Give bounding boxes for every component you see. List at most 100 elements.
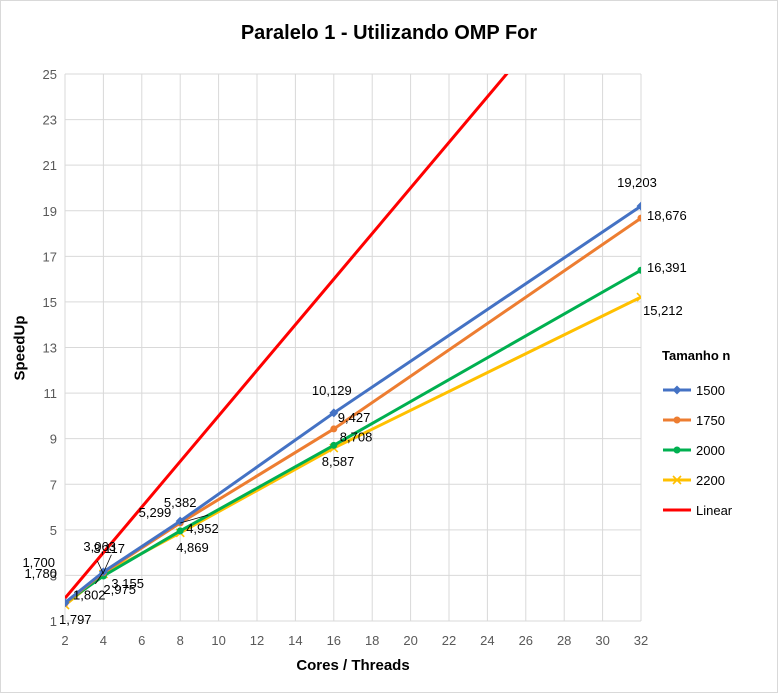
- x-tick-label: 22: [442, 633, 456, 648]
- data-labels-2000: 1,797 2,975 4,952 8,708 16,391: [59, 260, 687, 627]
- x-tick-label: 10: [211, 633, 225, 648]
- y-tick-label: 7: [50, 477, 57, 492]
- data-point-2000: [637, 266, 641, 274]
- y-tick-label: 11: [44, 386, 58, 401]
- y-tick-label: 23: [43, 113, 57, 128]
- data-label: 16,391: [647, 260, 687, 275]
- data-label: 1,700: [22, 555, 55, 570]
- legend-swatch-1750: [663, 416, 691, 424]
- data-label: 3,155: [111, 576, 144, 591]
- data-labels-2200: 1,700 3,063 4,869 8,587 15,212: [22, 303, 682, 570]
- x-axis-title: Cores / Threads: [296, 657, 410, 674]
- data-point-1500: [329, 408, 339, 418]
- legend-swatch-2000: [663, 446, 691, 454]
- x-tick-label: 18: [365, 633, 379, 648]
- series-line-2200: [65, 295, 641, 607]
- leader-line: [103, 554, 112, 573]
- legend-label: 2000: [696, 442, 725, 458]
- series-1500: [65, 201, 641, 608]
- series-2200: [65, 292, 641, 610]
- data-label: 4,952: [186, 521, 219, 536]
- legend-item-1500: 1500: [662, 375, 732, 405]
- legend-title: Tamanho n: [662, 348, 731, 363]
- x-tick-label: 14: [288, 633, 302, 648]
- x-tick-label: 26: [519, 633, 533, 648]
- data-point-2000: [176, 527, 184, 535]
- data-point-1750: [637, 214, 641, 222]
- x-tick-label: 8: [177, 633, 184, 648]
- x-tick-label: 6: [138, 633, 145, 648]
- data-label: 5,299: [139, 505, 172, 520]
- series-Linear: [65, 74, 509, 600]
- legend-item-1750: 1750: [662, 405, 732, 435]
- legend-label: 2200: [696, 472, 725, 488]
- x-tick-label: 2: [61, 633, 68, 648]
- legend-swatch-Linear: [663, 508, 691, 512]
- y-axis-title: SpeedUp: [11, 315, 29, 381]
- x-tick-label: 20: [403, 633, 417, 648]
- legend-label: Linear: [696, 502, 733, 518]
- data-label: 9,427: [338, 410, 371, 425]
- x-tick-label: 12: [250, 633, 264, 648]
- legend-items: 1500 1750 2000 2200 Linear: [662, 375, 732, 525]
- y-tick-label: 19: [43, 204, 57, 219]
- x-tick-label: 28: [557, 633, 571, 648]
- x-tick-label: 30: [595, 633, 609, 648]
- data-label: 1,797: [59, 612, 92, 627]
- data-labels-1500: 1,802 3,155 5,382 10,129 19,203: [73, 175, 657, 603]
- data-label: 18,676: [647, 208, 687, 223]
- legend-swatch-1500: [663, 385, 691, 395]
- data-point-1500: [65, 598, 70, 608]
- leader-line: [180, 514, 209, 524]
- y-tick-label: 13: [43, 341, 57, 356]
- chart-title: Paralelo 1 - Utilizando OMP For: [240, 22, 538, 44]
- legend-marker: [673, 416, 681, 424]
- y-tick-label: 21: [43, 158, 57, 173]
- leader-line: [95, 571, 104, 585]
- data-label: 3,117: [93, 541, 125, 556]
- y-tick-label: 15: [43, 295, 57, 310]
- legend-item-2200: 2200: [662, 465, 732, 495]
- data-point-1500: [636, 201, 641, 211]
- data-label: 2,975: [103, 582, 136, 597]
- data-label: 10,129: [312, 383, 352, 398]
- legend-item-Linear: Linear: [662, 495, 732, 525]
- legend-marker: [673, 446, 681, 454]
- data-label: 4,869: [176, 540, 209, 555]
- y-tick-label: 1: [50, 614, 57, 629]
- data-label: 5,382: [164, 495, 197, 510]
- legend-marker: [672, 475, 682, 485]
- series-line-Linear: [65, 74, 509, 600]
- data-label: 8,587: [322, 454, 355, 469]
- legend-item-2000: 2000: [662, 435, 732, 465]
- legend-marker: [672, 385, 682, 395]
- data-label: 8,708: [340, 429, 373, 444]
- y-tick-label: 3: [50, 568, 57, 583]
- data-label: 15,212: [643, 303, 683, 318]
- y-tick-label: 25: [43, 67, 57, 82]
- legend-swatch-2200: [663, 475, 691, 485]
- x-tick-label: 16: [327, 633, 341, 648]
- data-label: 1,780: [24, 566, 57, 581]
- data-point-2200: [636, 292, 641, 302]
- data-labels-1750: 1,780 3,117 5,299 9,427 18,676: [24, 208, 686, 581]
- data-label: 1,802: [73, 588, 106, 603]
- y-tick-label: 17: [43, 249, 57, 264]
- x-tick-label: 24: [480, 633, 494, 648]
- legend-label: 1500: [696, 382, 725, 398]
- data-point-1500: [175, 516, 185, 526]
- y-tick-label: 9: [50, 432, 57, 447]
- data-point-2000: [330, 441, 338, 449]
- leader-line: [97, 560, 104, 575]
- y-tick-label: 5: [50, 523, 57, 538]
- leader-lines: [95, 514, 209, 585]
- x-tick-label: 32: [634, 633, 648, 648]
- legend: Tamanho n 1500 1750 2000 2200 Linear: [662, 348, 732, 525]
- data-label: 19,203: [617, 175, 657, 190]
- x-tick-label: 4: [100, 633, 107, 648]
- legend-label: 1750: [696, 412, 725, 428]
- data-point-1750: [330, 425, 338, 433]
